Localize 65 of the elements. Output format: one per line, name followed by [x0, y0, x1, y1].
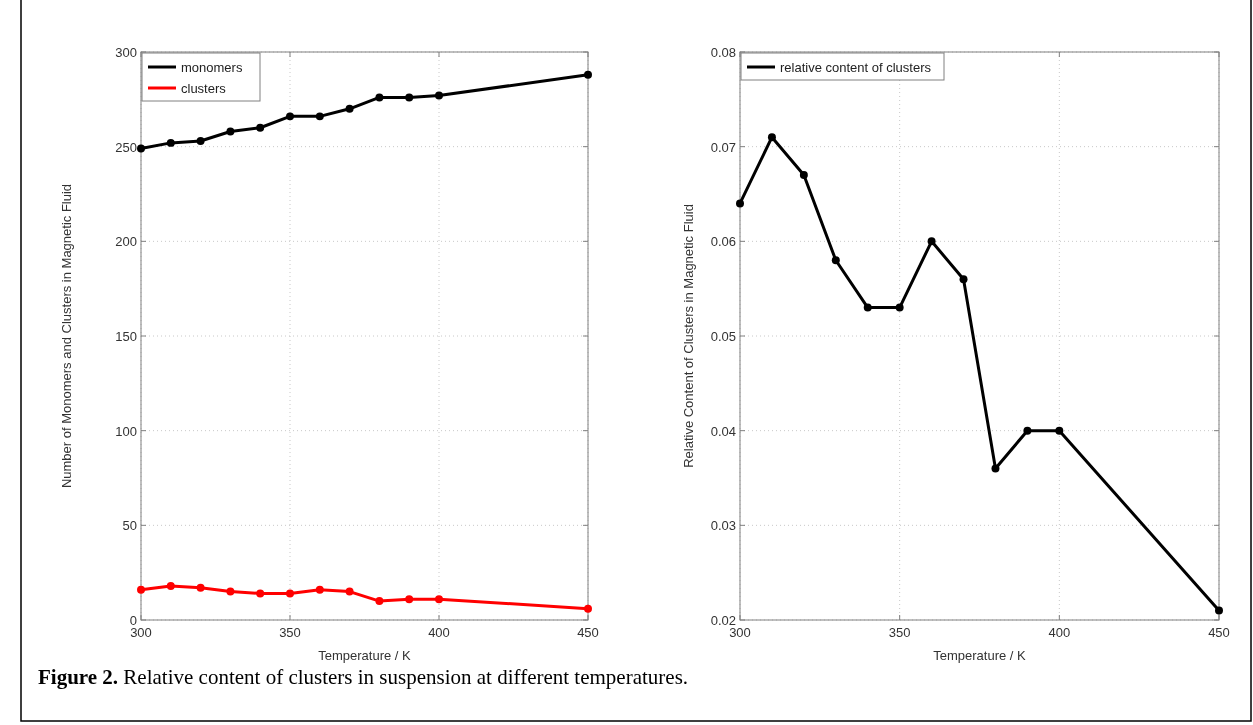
- y-tick-label: 200: [115, 234, 137, 250]
- y-tick-label: 0.03: [710, 518, 736, 534]
- y-tick-label: 150: [115, 329, 137, 344]
- y-axis-title: Relative Content of Clusters in Magnetic Fluid: [681, 204, 696, 468]
- y-tick-label: 0.07: [710, 139, 736, 155]
- point: [226, 587, 235, 596]
- point: [799, 171, 808, 180]
- point: [196, 137, 205, 145]
- point: [315, 585, 324, 594]
- point: [375, 93, 384, 102]
- y-axis-title: Number of Monomers and Clusters in Magnetic Fluid: [59, 183, 74, 489]
- point: [256, 123, 265, 132]
- x-tick-label: 450: [1208, 625, 1230, 640]
- x-tick-label: 350: [888, 625, 911, 640]
- point: [1055, 426, 1064, 435]
- y-tick-label: 50: [122, 518, 137, 534]
- y-tick-label: 300: [115, 45, 137, 60]
- point: [584, 604, 592, 613]
- x-tick-label: 350: [279, 625, 301, 640]
- y-tick-label: 250: [115, 139, 137, 155]
- point: [1023, 426, 1032, 435]
- point: [831, 256, 840, 265]
- y-tick-label: 0.08: [710, 45, 736, 60]
- caption: Figure 2. Relative content of clusters in suspension at different temperatures.: [38, 665, 689, 689]
- point: [375, 597, 384, 606]
- point: [345, 104, 354, 113]
- y-tick-label: 0.02: [710, 613, 736, 628]
- point: [166, 138, 175, 147]
- y-tick-label: 0.04: [710, 423, 736, 439]
- legend-label: relative content of clusters: [780, 60, 932, 75]
- point: [137, 144, 145, 153]
- legend-label: monomers: [181, 60, 243, 75]
- point: [1215, 606, 1223, 615]
- point: [196, 583, 205, 592]
- point: [315, 112, 324, 121]
- point: [991, 464, 1000, 473]
- point: [286, 589, 294, 598]
- legend-label: clusters: [181, 81, 227, 96]
- point: [405, 595, 414, 604]
- point: [435, 595, 443, 604]
- y-tick-label: 0.06: [710, 234, 736, 250]
- x-tick-label: 450: [577, 625, 599, 640]
- point: [736, 199, 744, 208]
- point: [927, 237, 936, 246]
- x-tick-label: 400: [428, 625, 450, 640]
- point: [137, 585, 145, 594]
- point: [959, 275, 968, 284]
- x-tick-label: 300: [729, 625, 751, 640]
- x-axis-title: Temperature / K: [933, 648, 1027, 663]
- x-axis-title: Temperature / K: [318, 648, 412, 663]
- y-tick-label: 0: [129, 613, 137, 628]
- point: [345, 587, 354, 596]
- point: [895, 303, 904, 312]
- point: [226, 127, 235, 136]
- point: [863, 303, 872, 312]
- point: [405, 93, 414, 102]
- point: [256, 589, 265, 598]
- point: [767, 133, 776, 142]
- point: [166, 581, 175, 590]
- x-tick-label: 400: [1048, 625, 1071, 640]
- point: [286, 112, 294, 121]
- y-tick-label: 0.05: [710, 329, 736, 344]
- point: [435, 91, 443, 100]
- point: [584, 70, 592, 79]
- y-tick-label: 100: [115, 423, 137, 439]
